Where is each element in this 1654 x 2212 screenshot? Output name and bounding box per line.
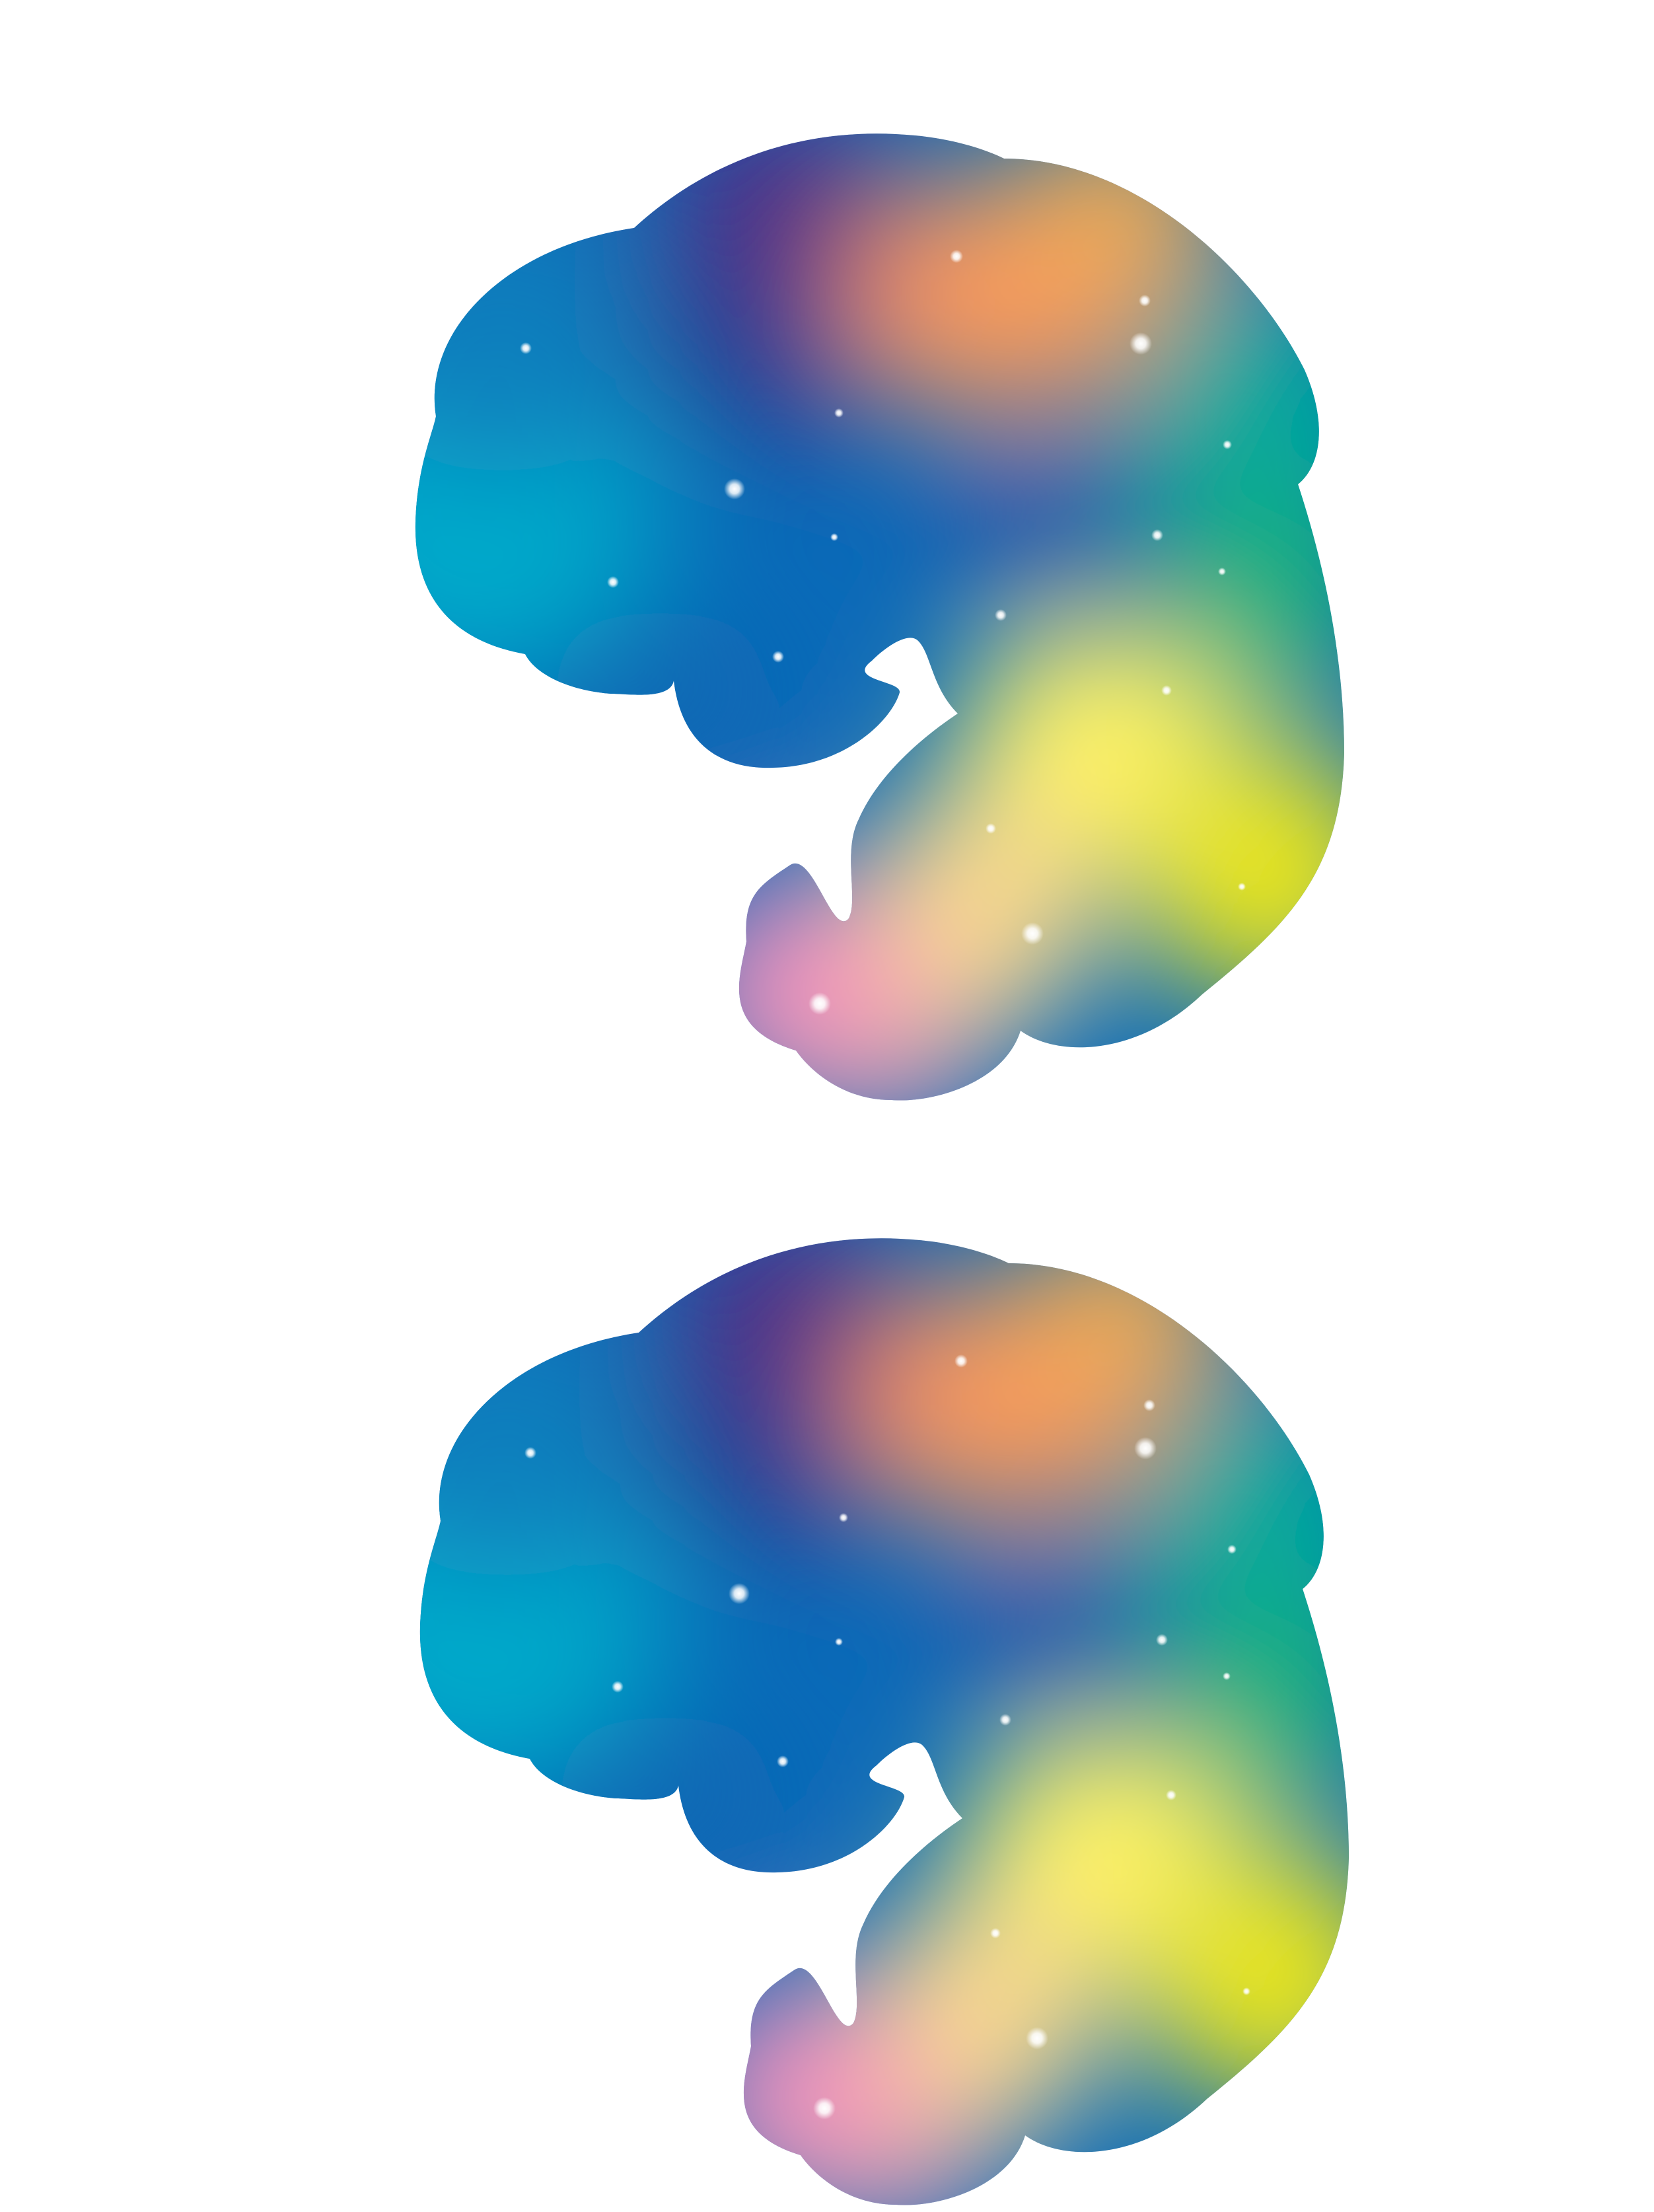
cloud-artwork-bottom	[295, 1171, 1458, 2212]
sparkles-top	[520, 250, 1246, 1015]
sparkles-bottom	[524, 1354, 1250, 2120]
cloud-artwork-top	[291, 66, 1453, 1189]
